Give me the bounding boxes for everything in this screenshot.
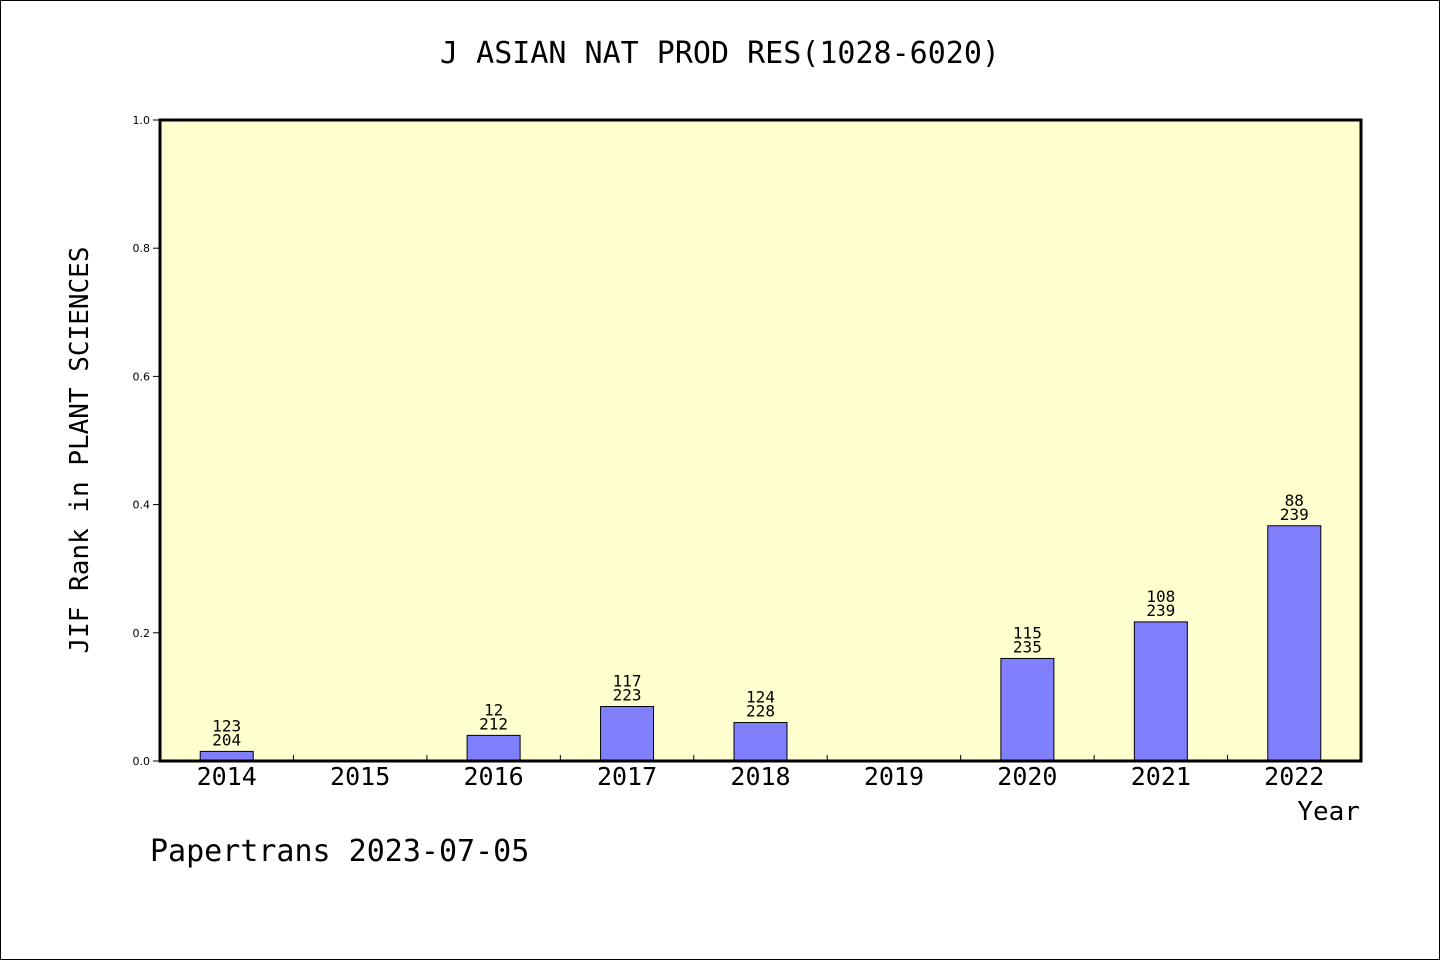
bar <box>466 734 521 762</box>
x-tick-label: 2021 <box>1131 762 1191 791</box>
x-tick-label: 2019 <box>864 762 924 791</box>
x-axis-label: Year <box>1297 797 1360 827</box>
bar-total-label: 239 <box>1280 505 1309 524</box>
x-tick-label: 2017 <box>597 762 657 791</box>
y-axis-label: JIF Rank in PLANT SCIENCES <box>65 247 95 654</box>
x-tick-label: 2018 <box>730 762 790 791</box>
bar-total-label: 204 <box>212 730 241 749</box>
bar-total-label: 239 <box>1146 601 1175 620</box>
plot-frame <box>158 118 1363 763</box>
footer-credit: Papertrans 2023-07-05 <box>150 834 530 869</box>
bar <box>1000 657 1055 762</box>
bar-total-label: 212 <box>479 714 508 733</box>
bar-rank-label: 117 <box>613 672 642 691</box>
chart-title: J ASIAN NAT PROD RES(1028-6020) <box>440 36 1000 71</box>
bar-rank-label: 108 <box>1146 587 1175 606</box>
y-tick-label: 0.2 <box>133 627 151 640</box>
bar <box>1267 525 1322 762</box>
bar <box>600 706 655 762</box>
bar-total-label: 235 <box>1013 637 1042 656</box>
x-tick-label: 2016 <box>464 762 524 791</box>
y-tick-label: 0.6 <box>133 370 151 383</box>
bar-rank-label: 12 <box>484 700 503 719</box>
y-tick-label: 0.4 <box>133 499 151 512</box>
bar-rank-label: 124 <box>746 688 775 707</box>
y-tick-label: 1.0 <box>133 114 151 127</box>
y-tick-label: 0.0 <box>133 755 151 768</box>
y-tick-label: 0.8 <box>133 242 151 255</box>
x-tick-label: 2015 <box>330 762 390 791</box>
x-tick-label: 2022 <box>1264 762 1324 791</box>
bar-total-label: 223 <box>613 686 642 705</box>
x-tick-label: 2014 <box>197 762 257 791</box>
bar <box>1133 621 1188 762</box>
bar-rank-label: 115 <box>1013 623 1042 642</box>
bar-rank-label: 88 <box>1285 491 1304 510</box>
bar-total-label: 228 <box>746 702 775 721</box>
x-tick-label: 2020 <box>997 762 1057 791</box>
bar-rank-label: 123 <box>212 716 241 735</box>
bar <box>733 722 788 762</box>
